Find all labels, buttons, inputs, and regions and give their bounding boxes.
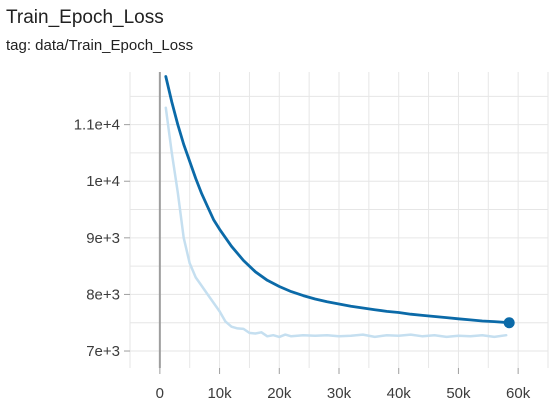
last-point-marker — [503, 317, 515, 329]
x-tick-label: 60k — [506, 385, 531, 402]
x-tick-label: 20k — [267, 385, 292, 402]
chart-title: Train_Epoch_Loss — [6, 7, 164, 28]
x-tick-label: 0 — [156, 385, 164, 402]
x-tick-label: 50k — [446, 385, 471, 402]
y-tick-label: 1e+4 — [86, 173, 120, 190]
y-tick-label: 1.1e+4 — [74, 117, 120, 134]
y-tick-label: 7e+3 — [86, 343, 120, 360]
y-tick-label: 9e+3 — [86, 230, 120, 247]
smoothed-series-line — [164, 75, 511, 325]
x-tick-label: 10k — [207, 385, 232, 402]
grid-lines — [129, 72, 549, 368]
x-axis-ticks: 0 10k 20k 30k 40k 50k 60k — [156, 368, 531, 402]
y-axis-ticks: 7e+3 8e+3 9e+3 1e+4 1.1e+4 — [74, 117, 130, 360]
x-tick-label: 40k — [387, 385, 412, 402]
series-lines — [164, 75, 515, 339]
x-tick-label: 30k — [327, 385, 352, 402]
chart-tag: tag: data/Train_Epoch_Loss — [6, 37, 194, 54]
raw-series-line — [164, 106, 508, 339]
y-tick-label: 8e+3 — [86, 286, 120, 303]
